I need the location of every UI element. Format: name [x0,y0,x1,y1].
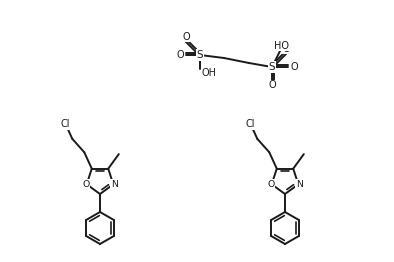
Text: N: N [296,180,303,189]
Text: O: O [82,180,89,189]
Text: Cl: Cl [246,119,255,129]
Text: S: S [269,62,275,72]
Text: S: S [197,50,203,60]
Text: O: O [290,62,298,72]
Text: O: O [282,44,290,54]
Text: HO: HO [275,41,290,51]
Text: OH: OH [202,68,217,78]
Text: O: O [182,32,190,42]
Text: N: N [111,180,118,189]
Text: O: O [267,180,274,189]
Text: O: O [176,50,184,60]
Text: O: O [268,80,276,90]
Text: Cl: Cl [61,119,71,129]
